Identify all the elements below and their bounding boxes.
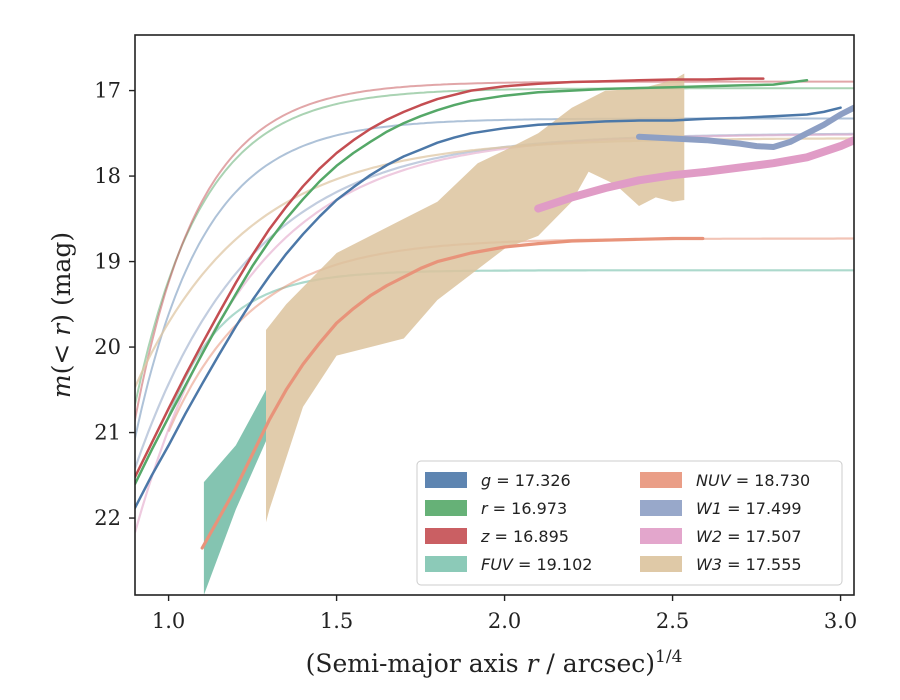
y-tick-label: 21 — [94, 421, 121, 445]
legend-label-z: z = 16.895 — [480, 527, 569, 546]
x-tick-label: 1.5 — [320, 609, 353, 633]
legend-box — [416, 460, 843, 586]
legend-label-nuv: NUV = 18.730 — [696, 471, 810, 490]
model-curve-w3 — [135, 137, 854, 388]
series-line-g — [135, 106, 842, 510]
plot-frame — [134, 34, 855, 596]
series-line-nuv — [200, 236, 705, 550]
axis-ticks: 1.0 1.5 2.0 2.5 3.0 17 18 19 20 21 22 — [94, 79, 857, 633]
model-curve-w2 — [135, 133, 854, 533]
model-curve-r — [135, 87, 854, 410]
legend: g = 17.326 r = 16.973 z = 16.895 FUV = 19.1… — [416, 460, 843, 586]
x-tick-label: 2.0 — [488, 609, 521, 633]
y-axis-title: m(< r) (mag) — [47, 232, 76, 398]
y-tick-label: 19 — [94, 250, 121, 274]
legend-label-fuv: FUV = 19.102 — [481, 555, 592, 574]
y-tick-label: 18 — [94, 164, 121, 188]
y-tick-label: 17 — [94, 79, 121, 103]
band-w3 — [266, 73, 685, 523]
data-series — [135, 77, 854, 550]
legend-swatch-w1 — [640, 500, 682, 516]
x-tick-label: 1.0 — [152, 609, 185, 633]
legend-swatch-w2 — [640, 528, 682, 544]
x-axis-title: (Semi-major axis r / arcsec)1/4 — [306, 647, 683, 678]
legend-label-w2: W2 = 17.507 — [696, 527, 802, 546]
x-tick-label: 3.0 — [824, 609, 857, 633]
legend-swatch-r — [425, 500, 467, 516]
series-line-w1 — [636, 104, 854, 150]
y-tick-label: 22 — [94, 506, 121, 530]
legend-swatch-g — [425, 472, 467, 488]
legend-label-w1: W1 = 17.499 — [696, 499, 802, 518]
model-curves — [135, 80, 854, 533]
x-tick-label: 2.5 — [656, 609, 689, 633]
plot-area — [135, 73, 854, 595]
legend-swatch-fuv — [425, 556, 467, 572]
legend-swatch-z — [425, 528, 467, 544]
y-tick-label: 20 — [94, 335, 121, 359]
series-line-z — [135, 77, 765, 479]
legend-label-r: r = 16.973 — [481, 499, 567, 518]
legend-label-g: g = 17.326 — [481, 471, 571, 490]
legend-swatch-w3 — [640, 556, 682, 572]
model-curve-z — [135, 80, 854, 425]
legend-label-w3: W3 = 17.555 — [696, 555, 802, 574]
series-line-r — [135, 79, 809, 486]
series-line-w2 — [534, 136, 854, 213]
legend-swatch-nuv — [640, 472, 682, 488]
